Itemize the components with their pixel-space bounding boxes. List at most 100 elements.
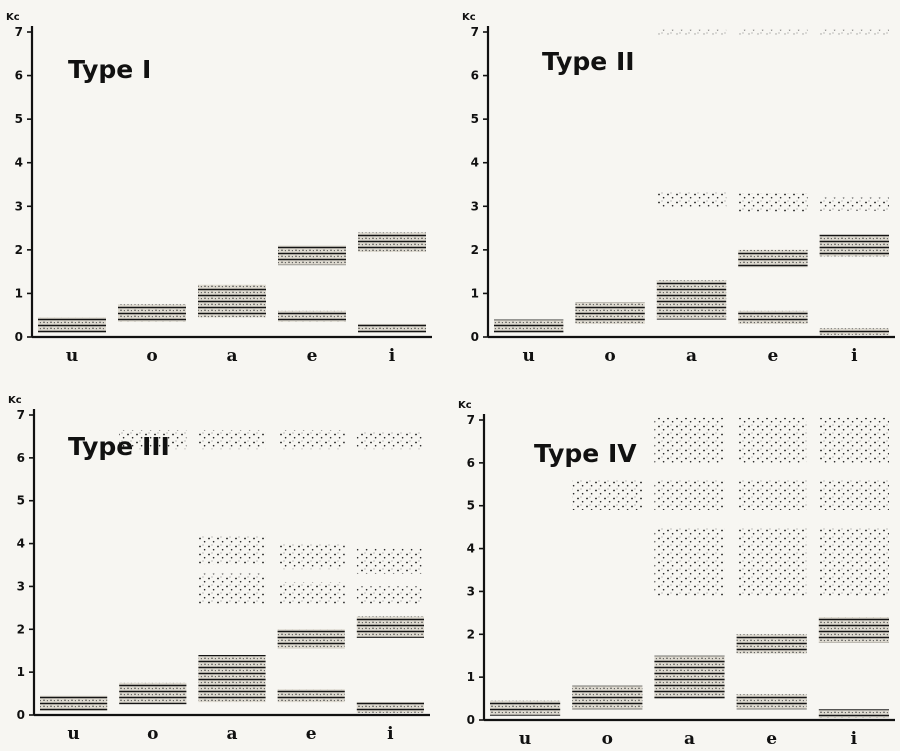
y-tick-label: 1 (17, 665, 25, 679)
y-unit-label: Kc (462, 12, 476, 23)
range-bar-i-1 (358, 323, 426, 333)
range-bar-a-4 (654, 480, 725, 510)
category-label-o: o (602, 729, 613, 749)
range-bar-e-3 (738, 193, 808, 213)
y-tick-label: 5 (15, 112, 23, 126)
range-bar-i-3 (818, 527, 889, 596)
range-bar-o-1 (572, 685, 643, 710)
range-bar-e-1 (738, 310, 808, 324)
range-bar-i-4 (819, 29, 889, 35)
y-unit-label: Kc (458, 400, 472, 411)
range-bar-a-5 (654, 417, 725, 463)
category-label-a: a (226, 346, 237, 366)
chart-panel-1: Kc 0 1 2 3 4 5 6 7 u o a e i Type I (6, 12, 432, 366)
y-tick-label: 7 (471, 25, 479, 39)
y-tick-label: 4 (471, 156, 479, 170)
y-tick-label: 3 (471, 199, 479, 213)
y-tick-label: 7 (467, 413, 475, 427)
range-bar-i-2 (819, 234, 889, 257)
range-bar-u-1 (38, 317, 106, 333)
panel-title: Type II (542, 47, 635, 76)
range-bar-a-3 (198, 573, 266, 604)
y-tick-label: 2 (471, 243, 479, 257)
range-bar-a-1 (198, 655, 266, 703)
range-bar-e-5 (736, 417, 807, 463)
range-bar-e-4 (277, 543, 345, 570)
range-bar-u-1 (40, 695, 108, 711)
category-label-o: o (146, 346, 157, 366)
y-tick-label: 0 (471, 330, 479, 344)
category-label-u: u (67, 724, 79, 744)
y-unit-label: Kc (6, 12, 20, 23)
category-label-u: u (66, 346, 78, 366)
chart-panel-4: Kc 0 1 2 3 4 5 6 7 u o a e i Type IV (458, 400, 895, 749)
y-tick-label: 1 (15, 286, 23, 300)
range-bar-e-2 (736, 634, 807, 654)
range-bar-e-1 (278, 310, 346, 322)
y-tick-label: 1 (471, 286, 479, 300)
y-unit-label: Kc (8, 395, 22, 406)
y-tick-label: 0 (17, 708, 25, 722)
range-bar-i-5 (818, 417, 889, 463)
range-bar-e-2 (738, 249, 808, 268)
range-bar-e-3 (736, 527, 807, 596)
category-label-e: e (767, 346, 778, 366)
range-bar-e-3 (277, 582, 345, 604)
y-tick-label: 3 (15, 199, 23, 213)
range-bar-a-1 (654, 655, 725, 699)
range-bar-i-3 (819, 197, 889, 211)
range-bar-e-2 (277, 629, 345, 649)
y-tick-label: 7 (17, 408, 25, 422)
range-bar-a-3 (656, 191, 727, 209)
category-label-i: i (851, 346, 858, 366)
y-tick-label: 4 (15, 156, 23, 170)
range-bar-i-1 (819, 328, 889, 335)
category-label-u: u (519, 729, 531, 749)
range-bar-i-2 (818, 617, 889, 643)
category-label-a: a (226, 724, 237, 744)
range-bar-a-4 (198, 535, 266, 565)
range-bar-e-2 (278, 245, 346, 266)
y-tick-label: 6 (467, 456, 475, 470)
range-bar-i-2 (356, 616, 424, 638)
category-label-a: a (684, 729, 695, 749)
category-label-i: i (387, 724, 394, 744)
range-bar-u-1 (494, 319, 564, 333)
range-bar-e-1 (277, 689, 345, 703)
y-tick-label: 1 (467, 670, 475, 684)
range-bar-e-1 (736, 694, 807, 710)
range-bar-o-1 (119, 682, 187, 705)
y-tick-label: 5 (471, 112, 479, 126)
panel-title: Type III (68, 432, 170, 461)
chart-panel-2: Kc 0 1 2 3 4 5 6 7 u o a e i Type II (462, 12, 895, 366)
range-bar-o-1 (118, 304, 186, 322)
range-bar-e-4 (736, 480, 807, 510)
range-bar-o-1 (575, 302, 645, 324)
panel-title: Type I (68, 55, 151, 84)
category-label-e: e (766, 729, 777, 749)
range-bar-i-1 (818, 709, 889, 718)
range-bar-i-3 (356, 586, 424, 604)
y-tick-label: 0 (15, 330, 23, 344)
y-tick-label: 2 (15, 243, 23, 257)
chart-panel-3: Kc 0 1 2 3 4 5 6 7 u o a e i Type III (8, 395, 430, 744)
range-bar-i-5 (356, 432, 424, 450)
category-label-a: a (686, 346, 697, 366)
range-bar-a-5 (198, 430, 266, 450)
y-tick-label: 4 (17, 537, 25, 551)
range-bar-o-5 (119, 430, 187, 450)
range-bar-a-1 (198, 284, 266, 318)
y-tick-label: 5 (17, 494, 25, 508)
range-bar-e-5 (277, 430, 345, 450)
y-tick-label: 7 (15, 25, 23, 39)
range-bar-a-4 (656, 29, 727, 35)
range-bar-o-4 (572, 480, 643, 510)
category-label-i: i (389, 346, 396, 366)
category-label-u: u (523, 346, 535, 366)
category-label-e: e (306, 724, 317, 744)
range-bar-i-4 (818, 480, 889, 510)
y-tick-label: 2 (467, 627, 475, 641)
y-tick-label: 4 (467, 542, 475, 556)
panel-title: Type IV (534, 439, 637, 468)
